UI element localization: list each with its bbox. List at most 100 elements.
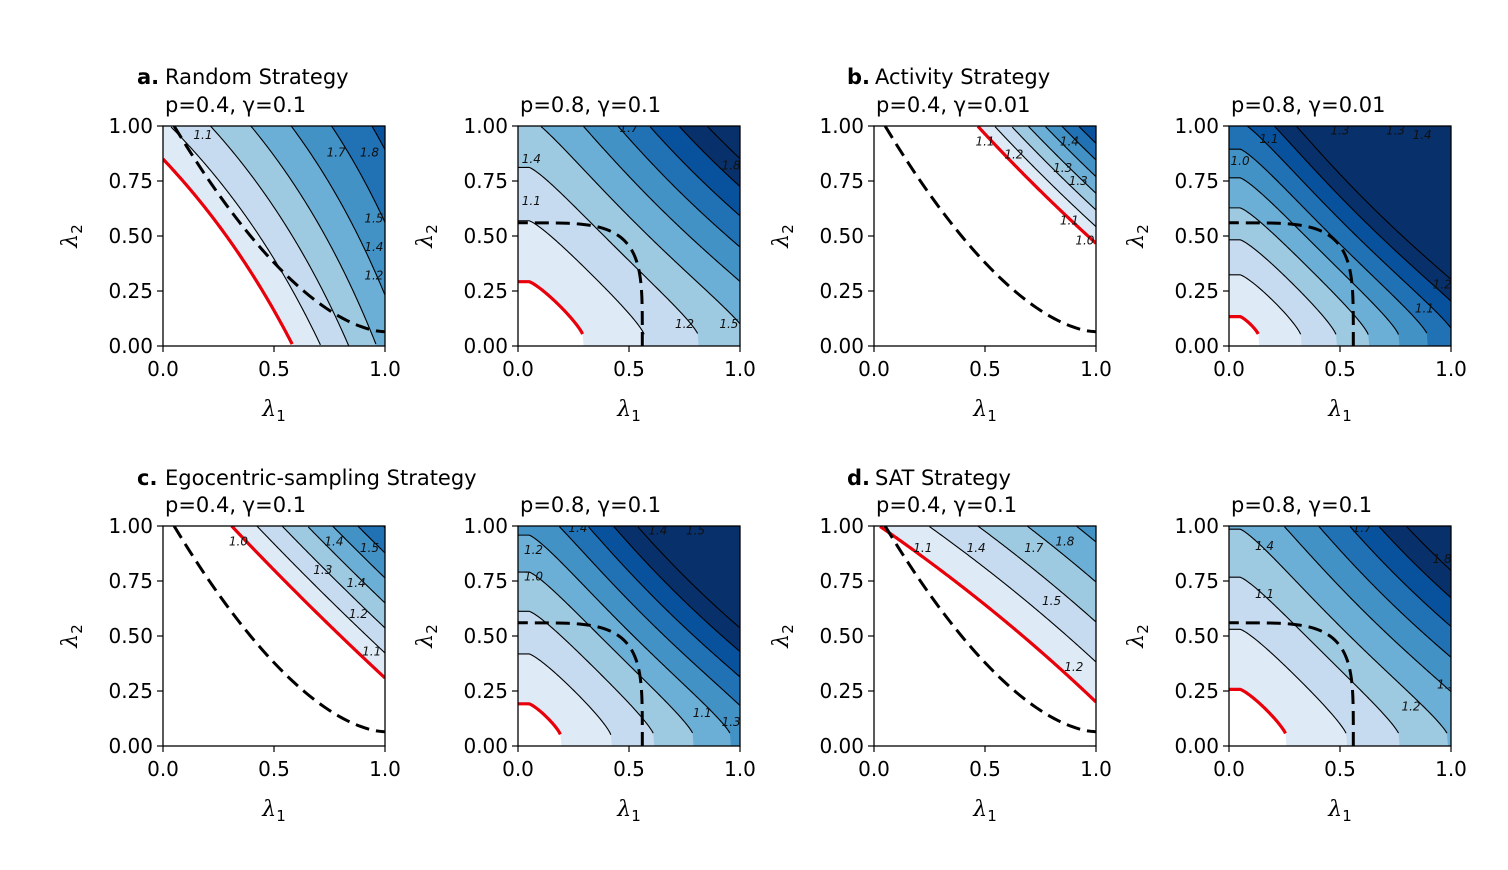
contour-line-1.5 [357, 526, 385, 554]
subplot-a-1: 1.1 1.7 1.8 1.5 1.4 1.2 0.0 0.5 1.0 0.00 0.25 0.50 0… [58, 93, 401, 425]
contour-label: 1.1 [1259, 132, 1278, 146]
y-tick-label: 0.00 [1174, 734, 1219, 758]
x-tick-label: 0.5 [969, 757, 1001, 781]
contour-label: 1.3 [1437, 677, 1456, 691]
y-tick-label: 0.50 [1174, 224, 1219, 248]
y-tick-label: 0.75 [463, 569, 508, 593]
subplot-subtitle: p=0.8, γ=0.01 [1231, 93, 1385, 117]
contour-line-1.2 [281, 526, 385, 629]
contour-line-1.7 [1378, 526, 1451, 599]
y-tick-label: 0.00 [108, 734, 153, 758]
contour-line-1.2 [977, 526, 1096, 623]
contour-label: 1.4 [568, 521, 587, 535]
contour-label: 1.1 [693, 706, 712, 720]
x-tick-label: 0.5 [1324, 357, 1356, 381]
x-axis-label: λ1 [972, 797, 997, 825]
y-tick-label: 1.00 [819, 514, 864, 538]
contour-label: 1.8 [722, 159, 741, 173]
contour-label: 1.1 [362, 644, 381, 658]
contour-line-1.1 [518, 653, 612, 736]
threshold-red-curve [230, 526, 385, 680]
contour-label: 1.3 [1053, 161, 1072, 175]
panel-letter-a: a. [137, 65, 159, 89]
subplot-d-1: 1.1 1.4 1.7 1.8 1.5 1.2 0.0 0.5 1.0 0.00 0.25 0.50 0… [769, 493, 1112, 825]
dashed-curve [518, 621, 644, 746]
contour-label: 1.5 [360, 541, 379, 555]
y-tick-label: 0.50 [463, 624, 508, 648]
y-tick-label: 0.75 [108, 169, 153, 193]
x-axis-label: λ1 [1327, 397, 1352, 425]
contour-label: 1.8 [1433, 552, 1452, 566]
contour-label: 1.2 [675, 317, 694, 331]
contour-line-1.5 [331, 126, 385, 223]
subplot-c-2: 1.4 1.4 1.5 1.2 1.0 1.1 1.3 0.0 0.5 1.0 0.00 0.25 0.… [413, 493, 756, 825]
contour-fill-1.5 [163, 526, 385, 553]
dashed-curve [172, 526, 385, 734]
contour-line-1.2 [1229, 239, 1337, 335]
contour-fill-1.3 [163, 526, 385, 603]
contour-label: 1.2 [1401, 699, 1420, 713]
x-axis-label: λ1 [616, 797, 641, 825]
contour-label: 1.5 [1042, 594, 1061, 608]
plot-area: 1.1 1.7 1.8 1.5 1.4 1.2 [163, 126, 385, 346]
panel-title-a: Random Strategy [165, 65, 349, 89]
threshold-red-curve [879, 526, 1096, 704]
contour-label: 1.2 [1004, 148, 1023, 162]
y-tick-label: 0.00 [819, 334, 864, 358]
y-axis-label: λ2 [413, 624, 441, 649]
contour-line-1.2 [518, 610, 654, 734]
subplot-subtitle: p=0.8, γ=0.1 [520, 493, 661, 517]
y-tick-label: 1.00 [463, 514, 508, 538]
x-tick-label: 0.5 [258, 757, 290, 781]
panel-titles: a. Random Strategy b. Activity Strategy … [137, 65, 1050, 490]
threshold-red-curve [518, 702, 562, 736]
contour-label: 1.5 [719, 317, 738, 331]
contour-label: 1.3 [313, 563, 332, 577]
y-tick-label: 1.00 [819, 114, 864, 138]
plot-area: 1.4 1.1 1.2 1.31.3 1.1 1.0 [874, 126, 1096, 334]
contour-label: 1.3 [1386, 123, 1405, 137]
y-tick-label: 0.50 [1174, 624, 1219, 648]
plot-area: 1.0 1.4 1.5 1.3 1.4 1.2 1.1 [163, 526, 385, 734]
subplot-b-2: 1.3 1.3 1.4 1.1 1.0 1.2 1.1 0.0 0.5 1.0 0.00 0.25 0.… [1124, 93, 1467, 425]
contour-line-1.5 [1318, 526, 1451, 658]
y-tick-label: 0.00 [463, 334, 508, 358]
dashed-curve [1229, 621, 1355, 746]
y-tick-label: 0.50 [108, 624, 153, 648]
threshold-red-curve [518, 280, 585, 335]
subplot-subtitle: p=0.4, γ=0.1 [165, 93, 306, 117]
contour-line-1.3 [540, 126, 740, 325]
contour-fill-1.8 [518, 126, 740, 159]
subplot-subtitle: p=0.8, γ=0.1 [520, 93, 661, 117]
contour-line-1.1 [256, 526, 385, 654]
contour-label: 1.0 [229, 534, 248, 548]
x-tick-label: 0.5 [613, 357, 645, 381]
contour-label: 1.2 [1064, 660, 1083, 674]
contour-line-1.1 [1229, 274, 1302, 335]
contour-line-1.5 [1229, 148, 1428, 334]
y-tick-label: 0.25 [819, 679, 864, 703]
x-tick-label: 1.0 [1435, 757, 1467, 781]
y-tick-label: 0.00 [819, 734, 864, 758]
contour-label: 1.7 [327, 145, 346, 159]
dashed-curve [518, 221, 644, 346]
contour-fill-1.4 [163, 126, 385, 296]
panel-title-d: SAT Strategy [875, 466, 1011, 490]
subplot-d-2: 1.7 1.8 1.4 1.1 1.2 1.3 0.0 0.5 1.0 0.00 0.25 0.50 0… [1124, 493, 1467, 825]
contour-label: 1.7 [1353, 521, 1372, 535]
contour-line-1.4 [518, 534, 731, 734]
contour-label: 1.2 [524, 543, 543, 557]
y-tick-label: 0.50 [108, 224, 153, 248]
contour-line-1.7 [613, 526, 740, 652]
contour-line-1.8 [637, 526, 740, 629]
contour-line-1.3 [1027, 126, 1096, 194]
contour-label: 1.2 [1433, 277, 1452, 291]
contour-line-1.1 [994, 126, 1096, 228]
plot-area: 1.3 1.3 1.4 1.1 1.0 1.2 1.1 [1229, 123, 1452, 346]
dashed-curve [172, 126, 385, 334]
contour-label: 1.2 [349, 607, 368, 621]
contour-line-1.1 [170, 126, 321, 346]
contour-line-1.3 [1229, 207, 1369, 335]
contour-line-1.5 [1061, 126, 1096, 161]
subplot-a-2: 1.7 1.8 1.4 1.1 1.2 1.5 0.0 0.5 1.0 0.00 0.25 0.50 0… [413, 93, 756, 425]
